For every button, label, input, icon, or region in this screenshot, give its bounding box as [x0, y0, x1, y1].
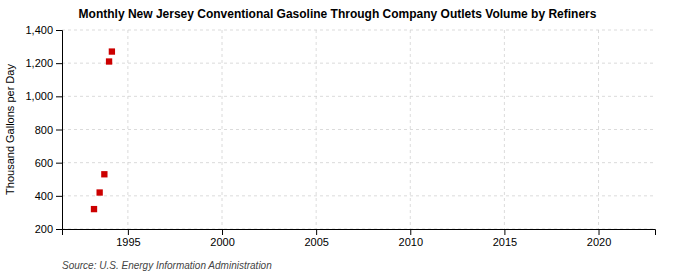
tick-mark: [316, 229, 317, 235]
tick: 2020: [587, 229, 611, 248]
tick-mark: [56, 130, 62, 131]
points: [91, 48, 115, 212]
tick-mark: [599, 229, 600, 235]
tick-label: 2000: [210, 236, 234, 248]
grid-line-y: [62, 30, 655, 31]
tick: 2005: [304, 229, 328, 248]
tick-mark: [56, 163, 62, 164]
y-axis-title: Thousand Gallons per Day: [4, 64, 16, 195]
tick-mark: [56, 229, 62, 230]
axis-line: [63, 230, 656, 236]
tick-mark: [504, 229, 505, 235]
tick-label: 1,400: [25, 24, 53, 36]
grid-line-y: [62, 63, 655, 64]
tick: 800: [35, 124, 62, 136]
tick-label: 2015: [493, 236, 517, 248]
tick-mark: [56, 196, 62, 197]
tick-label: 1,200: [25, 57, 53, 69]
tick-mark: [222, 229, 223, 235]
tick: 1,000: [25, 90, 62, 102]
tick: 1995: [116, 229, 140, 248]
tick-mark: [56, 30, 62, 31]
point: [91, 206, 97, 212]
grid-line-x: [222, 30, 223, 229]
point: [96, 189, 102, 195]
tick-mark: [56, 63, 62, 64]
title: Monthly New Jersey Conventional Gasoline…: [79, 7, 597, 21]
grid-line-x: [598, 30, 599, 229]
tick: 1,200: [25, 57, 62, 69]
tick: 200: [35, 223, 62, 235]
tick-label: 200: [35, 223, 53, 235]
point: [101, 171, 107, 177]
tick-label: 400: [35, 190, 53, 202]
grid-line-x: [127, 30, 128, 229]
point: [106, 58, 112, 64]
plot: 1995 2000 2005 2010 2015 2020 200 400 600 800 1,00…: [25, 24, 655, 248]
x-axis: 1995 2000 2005 2010 2015 2020: [63, 229, 656, 248]
grid-line-y: [62, 96, 655, 97]
tick: 2010: [399, 229, 423, 248]
grid: [62, 30, 655, 229]
grid-line-x: [410, 30, 411, 229]
tick-mark: [128, 229, 129, 235]
tick-label: 600: [35, 157, 53, 169]
tick: 2015: [493, 229, 517, 248]
y-axis: 200 400 600 800 1,000 1,200 1,400: [25, 24, 62, 235]
point: [109, 48, 115, 54]
tick: 2000: [210, 229, 234, 248]
tick-label: 1,000: [25, 90, 53, 102]
tick-label: 2010: [399, 236, 423, 248]
grid-line-x: [504, 30, 505, 229]
tick-label: 2020: [587, 236, 611, 248]
annotation: Source: U.S. Energy Information Administ…: [62, 260, 272, 271]
grid-line-y: [62, 195, 655, 196]
tick: 1,400: [25, 24, 62, 36]
grid-line-y: [62, 129, 655, 130]
axis-line: [56, 31, 63, 230]
tick-mark: [410, 229, 411, 235]
grid-line-x: [316, 30, 317, 229]
tick: 600: [35, 157, 62, 169]
grid-line-y: [62, 162, 655, 163]
tick-mark: [56, 96, 62, 97]
chart: 1995 2000 2005 2010 2015 2020 200 400 600 800 1,00…: [0, 0, 675, 275]
tick: 400: [35, 190, 62, 202]
tick-label: 2005: [304, 236, 328, 248]
tick-label: 1995: [116, 236, 140, 248]
tick-label: 800: [35, 124, 53, 136]
